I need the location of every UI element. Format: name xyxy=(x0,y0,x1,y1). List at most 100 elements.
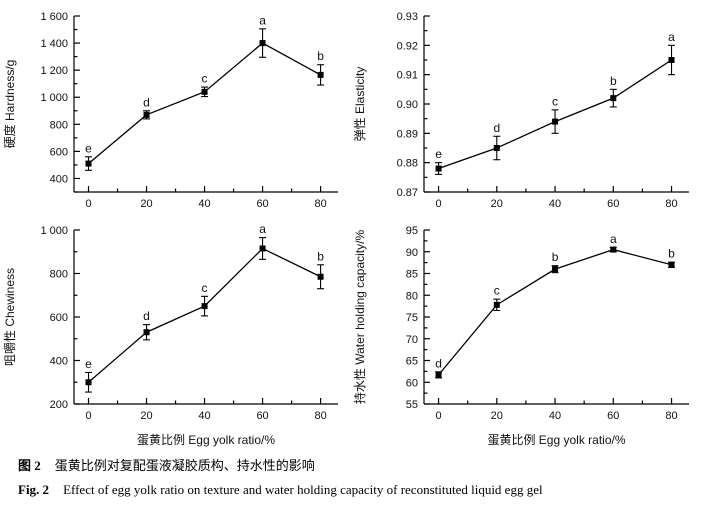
significance-letter: c xyxy=(552,94,558,108)
x-axis-label: 蛋黄比例 Egg yolk ratio/% xyxy=(487,433,625,447)
data-point-marker xyxy=(317,71,324,78)
data-point-marker xyxy=(201,88,208,95)
data-point-marker xyxy=(259,245,266,252)
x-tick-label: 20 xyxy=(491,198,503,210)
x-tick-label: 40 xyxy=(198,410,210,422)
y-tick-label: 85 xyxy=(406,269,418,281)
data-point-marker xyxy=(668,261,675,268)
significance-letter: c xyxy=(202,72,208,86)
data-point-marker xyxy=(143,111,150,118)
y-tick-label: 90 xyxy=(406,247,418,259)
x-tick-label: 40 xyxy=(198,198,210,210)
y-tick-label: 95 xyxy=(406,225,418,237)
significance-letter: d xyxy=(493,121,500,135)
y-tick-label: 0.87 xyxy=(397,187,418,199)
data-point-marker xyxy=(493,145,500,151)
significance-letter: c xyxy=(202,281,208,295)
significance-letter: a xyxy=(668,30,675,44)
y-tick-label: 1 200 xyxy=(40,65,68,77)
error-bars xyxy=(85,28,325,171)
chart-grid: 400 600 800 1 000 1 200 1 400 1 600 0 20 40 60 80 e d… xyxy=(2,11,689,447)
axes xyxy=(73,229,338,405)
y-tick-label: 55 xyxy=(406,399,418,411)
x-tick-label: 0 xyxy=(85,410,91,422)
caption-zh-label: 图 2 xyxy=(18,458,41,473)
significance-letter: b xyxy=(552,250,559,264)
y-tick-label: 400 xyxy=(50,356,68,368)
x-tick-label: 80 xyxy=(314,198,326,210)
x-tick-label: 0 xyxy=(435,410,441,422)
y-axis-label: 硬度 Hardness/g xyxy=(2,60,17,149)
data-point-marker xyxy=(317,273,324,280)
y-tick-label: 0.88 xyxy=(397,158,418,170)
data-point-marker xyxy=(610,95,617,102)
caption-zh-text: 蛋黄比例对复配蛋液凝胶质构、持水性的影响 xyxy=(54,458,315,473)
axes xyxy=(423,229,689,405)
y-tick-label: 200 xyxy=(50,399,68,411)
data-point-marker xyxy=(259,40,266,47)
caption-line-zh: 图 2 蛋黄比例对复配蛋液凝胶质构、持水性的影响 xyxy=(18,457,691,474)
significance-letter: a xyxy=(259,13,266,27)
data-point-marker xyxy=(610,246,617,253)
figure-caption: 图 2 蛋黄比例对复配蛋液凝胶质构、持水性的影响 Fig. 2 Effect of … xyxy=(0,452,701,498)
caption-en-text: Effect of egg yolk ratio on texture and … xyxy=(63,482,543,497)
x-tick-label: 80 xyxy=(665,198,677,210)
x-tick-label: 80 xyxy=(665,410,677,422)
y-tick-label: 70 xyxy=(406,334,418,346)
x-tick-label: 80 xyxy=(314,410,326,422)
significance-letter: e xyxy=(435,147,442,161)
data-point-marker xyxy=(85,379,92,386)
chart-water-holding-capacity: 55 60 65 70 75 80 85 90 95 0 20 40 60 80 d c b a b 持水性 Wate… xyxy=(352,225,689,447)
x-tick-label: 40 xyxy=(549,410,561,422)
axes xyxy=(73,15,338,193)
significance-letter: b xyxy=(317,49,324,63)
significance-letter: c xyxy=(494,284,500,298)
significance-letter: b xyxy=(668,247,675,261)
y-tick-label: 65 xyxy=(406,356,418,368)
y-tick-label: 600 xyxy=(50,312,68,324)
x-tick-label: 20 xyxy=(491,410,503,422)
axes xyxy=(423,15,689,193)
chart-chewiness: 200 400 600 800 1 000 0 20 40 60 80 e d c a b 咀嚼性 Chewi… xyxy=(3,222,338,447)
significance-letter: d xyxy=(435,356,442,370)
y-tick-label: 0.91 xyxy=(397,70,418,82)
x-tick-label: 20 xyxy=(140,198,152,210)
y-axis-label: 咀嚼性 Chewiness xyxy=(3,268,17,366)
significance-letter: a xyxy=(259,222,266,236)
x-tick-label: 20 xyxy=(140,410,152,422)
significance-letter: a xyxy=(610,232,617,246)
y-tick-label: 400 xyxy=(50,173,68,185)
y-tick-label: 0.93 xyxy=(397,11,418,23)
y-tick-label: 600 xyxy=(50,146,68,158)
y-tick-label: 1 000 xyxy=(40,92,68,104)
significance-letter: b xyxy=(317,249,324,263)
y-tick-label: 0.90 xyxy=(397,99,418,111)
chart-elasticity: 0.87 0.88 0.89 0.90 0.91 0.92 0.93 0 20 40 60 80 e d c… xyxy=(353,11,689,210)
chart-hardness: 400 600 800 1 000 1 200 1 400 1 600 0 20 40 60 80 e d… xyxy=(2,11,338,210)
caption-en-label: Fig. 2 xyxy=(18,482,50,497)
data-point-marker xyxy=(668,57,675,63)
x-axis-label: 蛋黄比例 Egg yolk ratio/% xyxy=(137,433,275,447)
x-tick-label: 0 xyxy=(435,198,441,210)
significance-letter: e xyxy=(85,141,92,155)
x-tick-label: 0 xyxy=(85,198,91,210)
significance-letter: d xyxy=(143,95,150,109)
y-tick-label: 800 xyxy=(50,119,68,131)
data-point-marker xyxy=(85,160,92,167)
y-tick-label: 0.92 xyxy=(397,40,418,52)
significance-letter: e xyxy=(85,357,92,371)
significance-letter: d xyxy=(143,309,150,323)
x-tick-label: 60 xyxy=(607,410,619,422)
x-tick-label: 60 xyxy=(607,198,619,210)
data-line xyxy=(88,42,321,165)
y-tick-label: 1 000 xyxy=(40,225,68,237)
y-tick-label: 75 xyxy=(406,312,418,324)
data-point-marker xyxy=(552,266,559,273)
caption-line-en: Fig. 2 Effect of egg yolk ratio on textur… xyxy=(18,481,691,498)
data-point-marker xyxy=(493,301,500,308)
data-point-marker xyxy=(435,165,442,172)
y-tick-label: 0.89 xyxy=(397,128,418,140)
y-axis-label: 持水性 Water holding capacity/% xyxy=(352,230,367,405)
data-point-marker xyxy=(435,371,442,378)
